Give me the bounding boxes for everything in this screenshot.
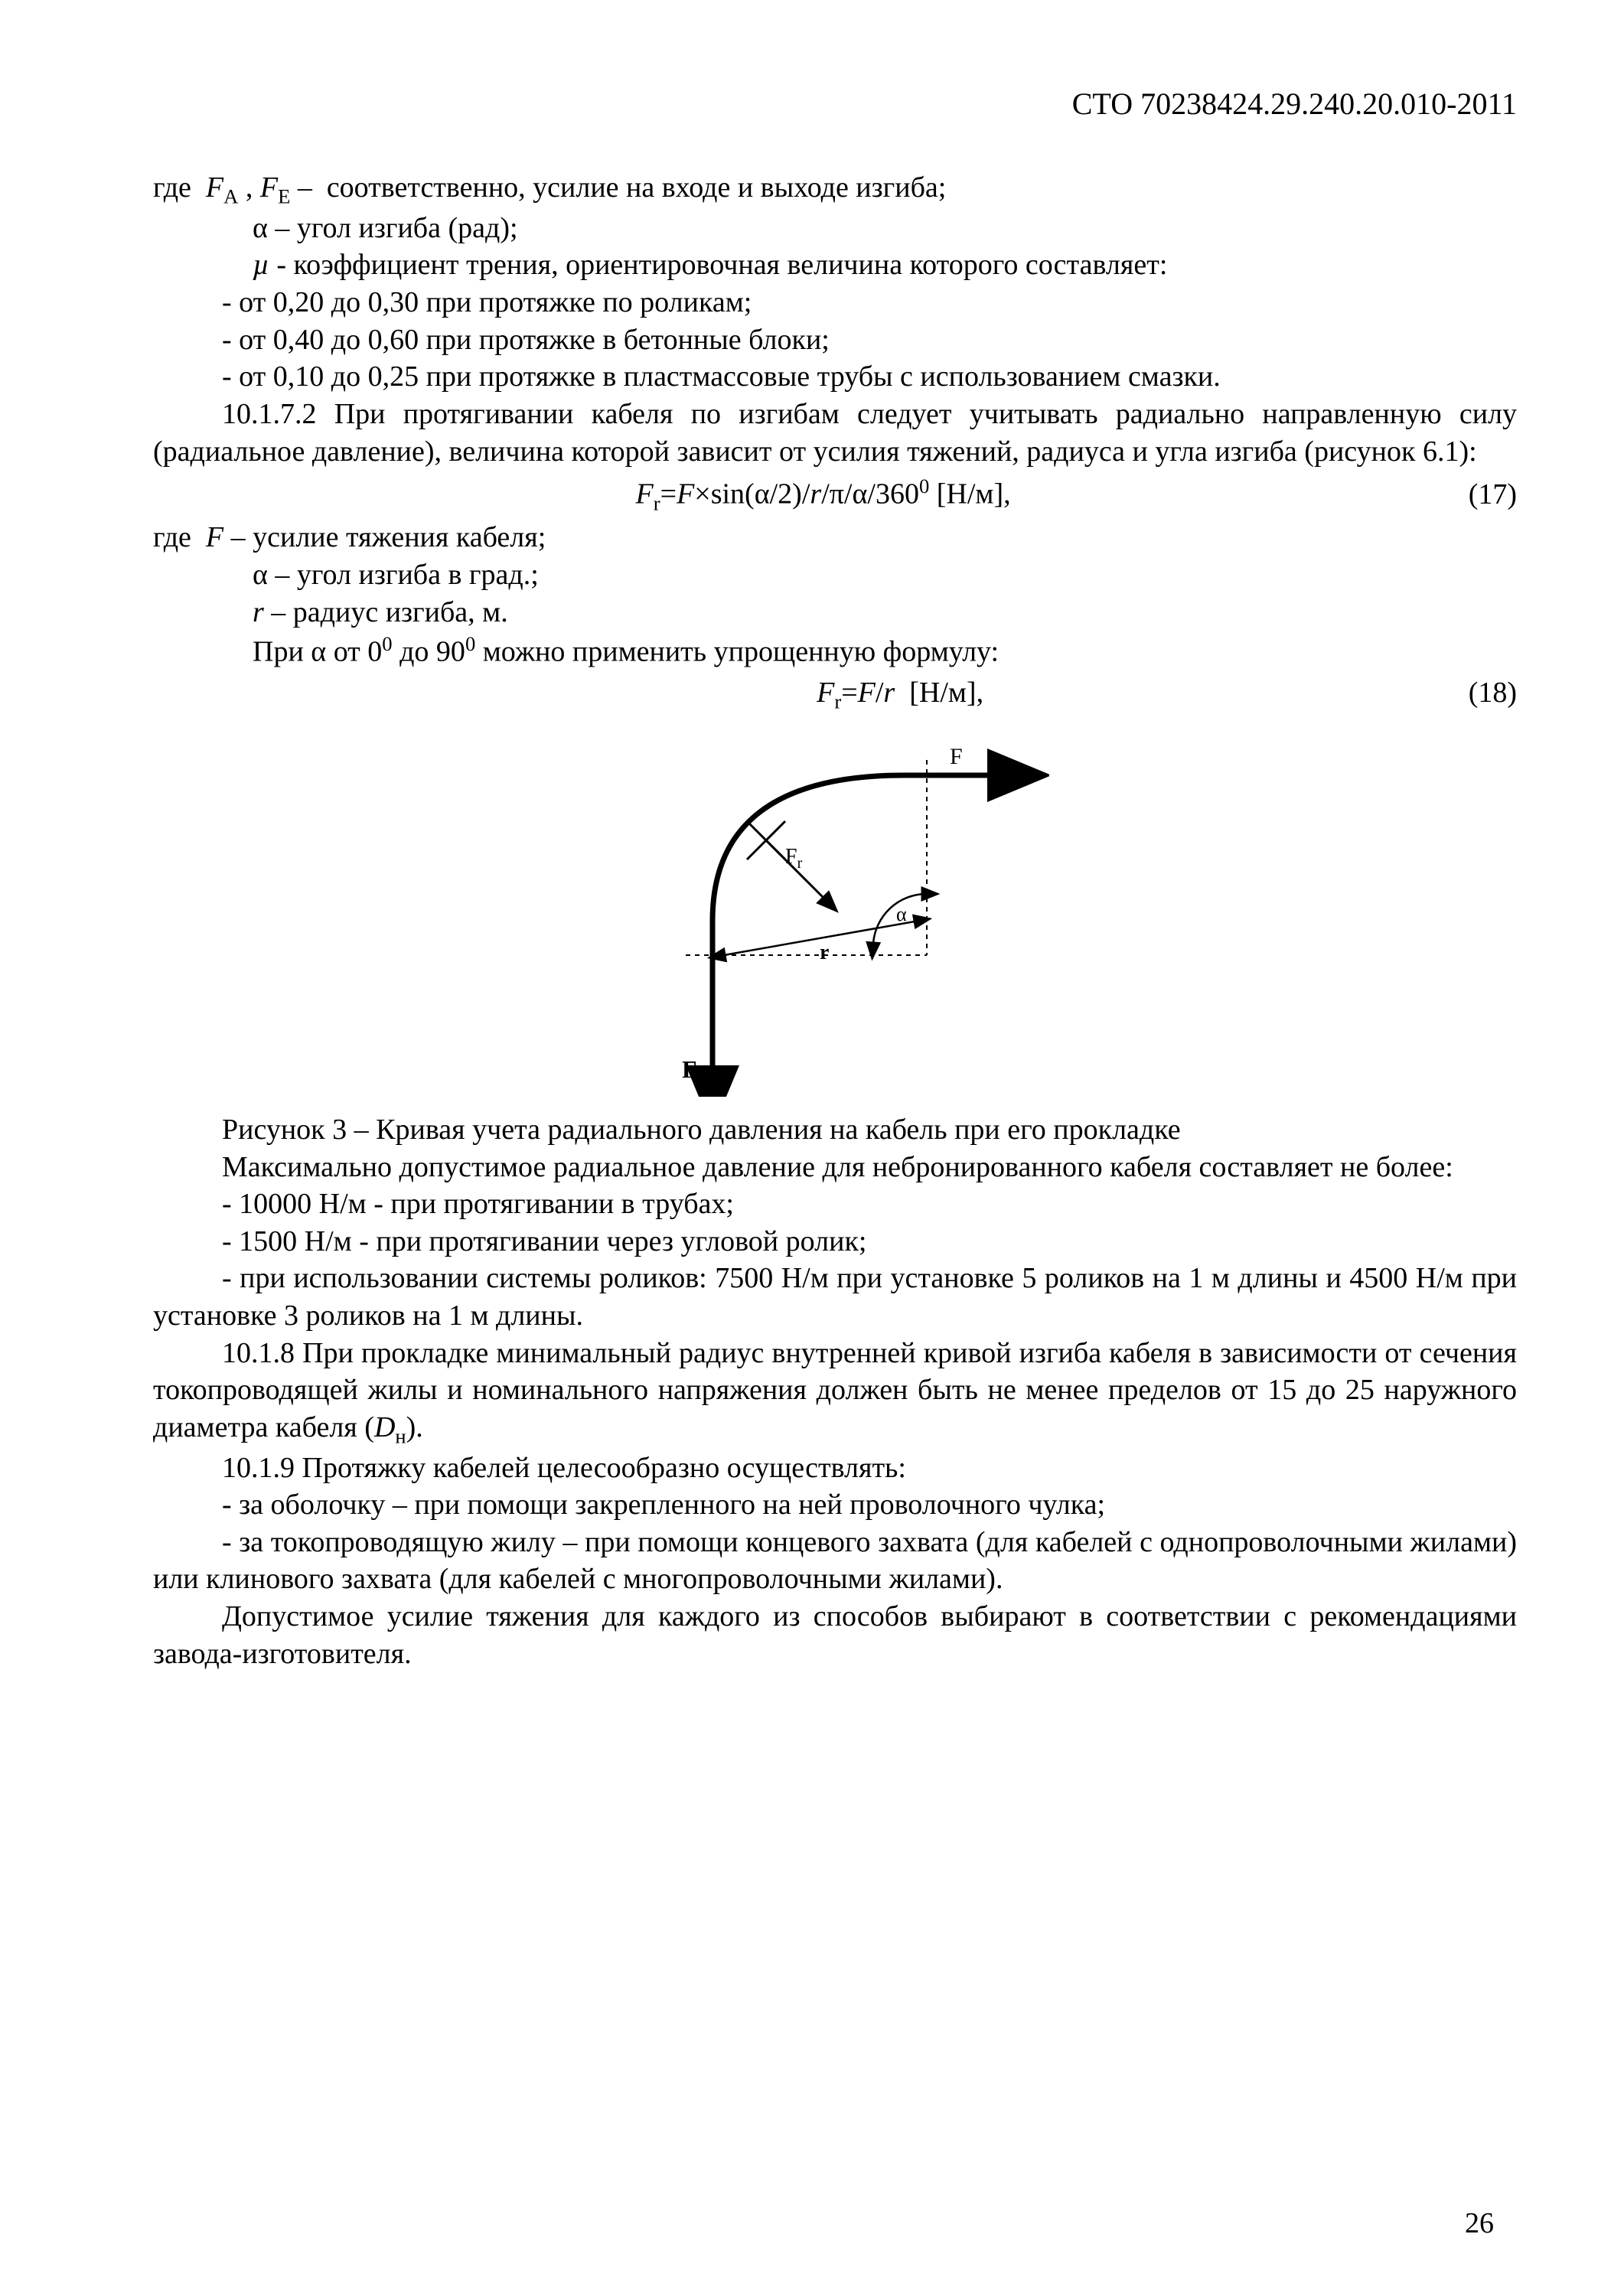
formula-18: Fr=F/r [Н/м], (18) — [153, 674, 1517, 715]
fig-label-f-top: F — [950, 744, 963, 769]
line-mu-intro: µ - коэффициент трения, ориентировочная … — [153, 246, 1517, 284]
line-pri-alpha: При α от 00 до 900 можно применить упрощ… — [153, 631, 1517, 670]
line-where-fa-fe: где FA , FE – соответственно, усилие на … — [153, 169, 1517, 210]
bullet-ch-1: - за оболочку – при помощи закрепленного… — [153, 1486, 1517, 1524]
p1018-b: ). — [406, 1411, 423, 1443]
pri-alpha-post: можно применить упрощенную формулу: — [475, 636, 999, 668]
p1018-d: D — [374, 1411, 395, 1443]
para-10-1-8: 10.1.8 При прокладке минимальный радиус … — [153, 1335, 1517, 1450]
para-last: Допустимое усилие тяжения для каждого из… — [153, 1598, 1517, 1672]
fig-label-r: r — [820, 941, 829, 964]
pri-alpha-pre: При α от 0 — [253, 636, 382, 668]
f18-pre: F — [817, 677, 834, 709]
f17-sup: 0 — [919, 475, 929, 497]
bullet-mu-1: - от 0,20 до 0,30 при протяжке по ролика… — [153, 284, 1517, 321]
para-10-1-9: 10.1.9 Протяжку кабелей целесообразно ос… — [153, 1450, 1517, 1487]
f17-sub: r — [654, 491, 660, 514]
fig-label-f-bottom: F — [682, 1055, 697, 1083]
para-max-radial: Максимально допустимое радиальное давлен… — [153, 1149, 1517, 1186]
bullet-pr-3: - при использовании системы роликов: 750… — [153, 1260, 1517, 1334]
fig-label-alpha: α — [896, 903, 907, 925]
eqnum-18: (18) — [1348, 674, 1517, 712]
bullet-ch-2: - за токопроводящую жилу – при помощи ко… — [153, 1524, 1517, 1598]
para-10-1-7-2: 10.1.7.2 При протягивании кабеля по изги… — [153, 396, 1517, 470]
f17-pre: F — [636, 478, 654, 510]
bullet-pr-1: - 10000 Н/м - при протягивании в трубах; — [153, 1186, 1517, 1223]
figure-3-caption: Рисунок 3 – Кривая учета радиального дав… — [153, 1111, 1517, 1149]
fig-label-fr: Fr — [785, 845, 803, 872]
p1018-a: 10.1.8 При прокладке минимальный радиус … — [153, 1337, 1517, 1443]
page-number: 26 — [1465, 2205, 1494, 2242]
line-alpha-rad: α – угол изгиба (рад); — [153, 210, 1517, 247]
line-alpha-grad: α – угол изгиба в град.; — [153, 556, 1517, 594]
bullet-mu-2: - от 0,40 до 0,60 при протяжке в бетонны… — [153, 321, 1517, 359]
bullet-mu-3: - от 0,10 до 0,25 при протяжке в пластма… — [153, 358, 1517, 396]
document-code: СТО 70238424.29.240.20.010-2011 — [153, 84, 1517, 123]
line-r-radius: r – радиус изгиба, м. — [153, 594, 1517, 631]
eqnum-17: (17) — [1348, 476, 1517, 514]
f18-sub: r — [834, 690, 841, 713]
line-where-f: где F – усилие тяжения кабеля; — [153, 519, 1517, 556]
formula-17: Fr=F×sin(α/2)/r/π/α/3600 [Н/м], (17) — [153, 473, 1517, 516]
f17-post: [Н/м], — [929, 478, 1010, 510]
pri-alpha-mid: до 90 — [393, 636, 465, 668]
figure-3-svg: F F Fr r α — [621, 729, 1049, 1097]
bullet-pr-2: - 1500 Н/м - при протягивании через угло… — [153, 1223, 1517, 1261]
f18-post: [Н/м], — [909, 677, 983, 709]
figure-3: F F Fr r α — [153, 729, 1517, 1107]
p1018-sub: н — [395, 1424, 406, 1447]
